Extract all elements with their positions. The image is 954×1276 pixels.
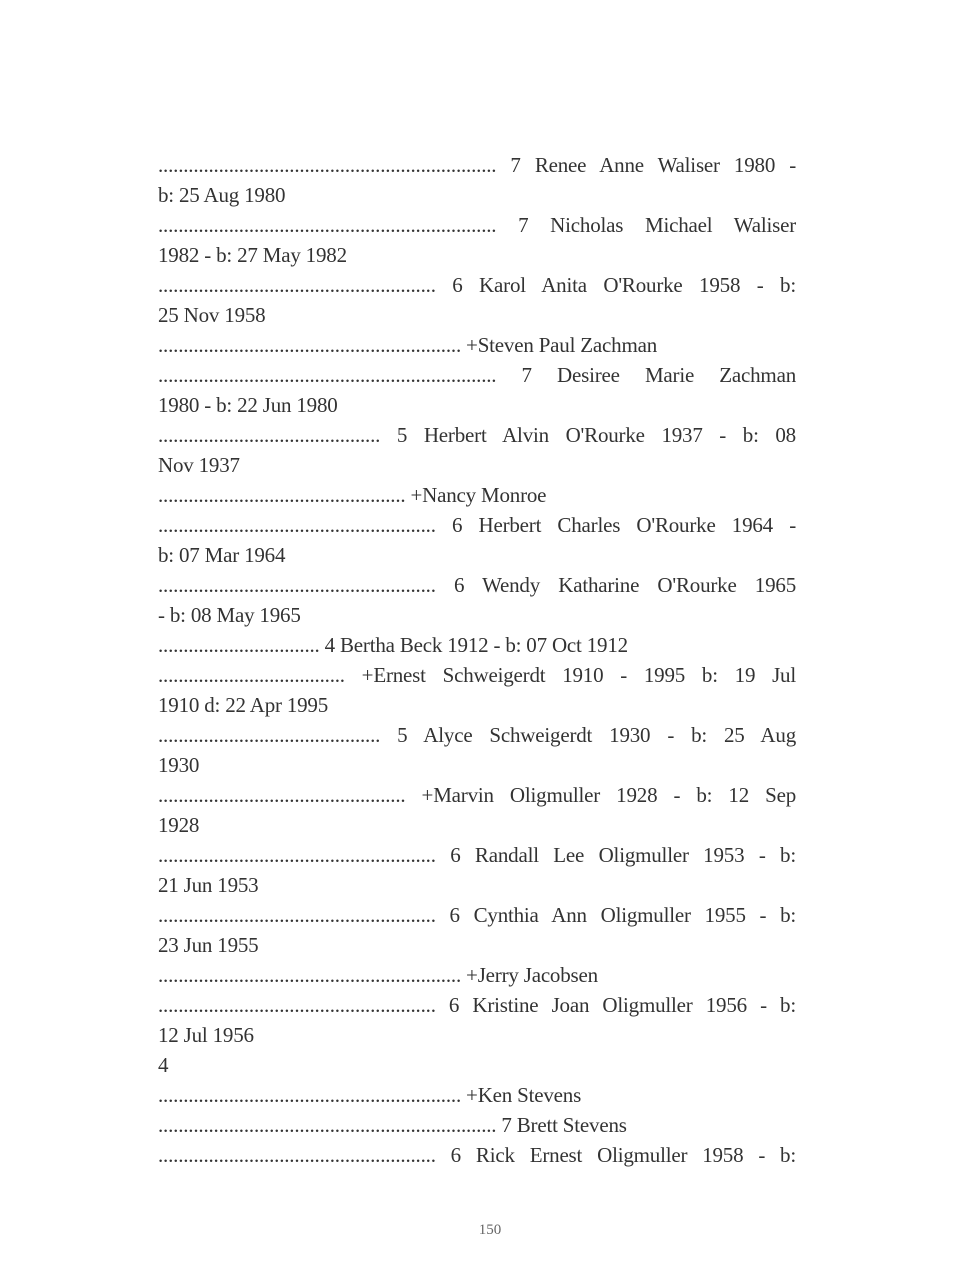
text-line: ........................................… xyxy=(158,843,796,867)
text-line: ........................................… xyxy=(158,993,796,1017)
text-line: ........................................… xyxy=(158,153,796,177)
text-line: ..................................... +E… xyxy=(158,663,796,687)
text-line: ........................................… xyxy=(158,1143,796,1167)
text-line: ........................................… xyxy=(158,573,796,597)
text-line: 4 xyxy=(158,1053,169,1077)
text-line: - b: 08 May 1965 xyxy=(158,603,301,627)
text-line: ........................................… xyxy=(158,213,796,237)
text-line: ........................................… xyxy=(158,513,796,537)
text-line: ........................................… xyxy=(158,783,796,807)
text-line: ........................................… xyxy=(158,483,547,507)
text-line: 1910 d: 22 Apr 1995 xyxy=(158,693,329,717)
text-line: ........................................… xyxy=(158,423,796,447)
text-line: ........................................… xyxy=(158,723,796,747)
text-line: b: 07 Mar 1964 xyxy=(158,543,286,567)
text-line: ................................ 4 Berth… xyxy=(158,633,628,657)
text-line: 12 Jul 1956 xyxy=(158,1023,254,1047)
text-line: 1980 - b: 22 Jun 1980 xyxy=(158,393,338,417)
text-line: 25 Nov 1958 xyxy=(158,303,266,327)
text-line: 21 Jun 1953 xyxy=(158,873,259,897)
text-line: ........................................… xyxy=(158,363,796,387)
genealogy-text: ........................................… xyxy=(158,150,796,1170)
text-line: ........................................… xyxy=(158,903,796,927)
text-line: Nov 1937 xyxy=(158,453,240,477)
page-number: 150 xyxy=(478,1222,502,1238)
text-line: 1928 xyxy=(158,813,200,837)
text-line: 1982 - b: 27 May 1982 xyxy=(158,243,347,267)
text-line: ........................................… xyxy=(158,1113,627,1137)
text-line: ........................................… xyxy=(158,1083,582,1107)
text-line: 23 Jun 1955 xyxy=(158,933,259,957)
text-line: ........................................… xyxy=(158,963,598,987)
text-line: b: 25 Aug 1980 xyxy=(158,183,286,207)
text-line: ........................................… xyxy=(158,333,658,357)
text-line: ........................................… xyxy=(158,273,796,297)
text-line: 1930 xyxy=(158,753,200,777)
